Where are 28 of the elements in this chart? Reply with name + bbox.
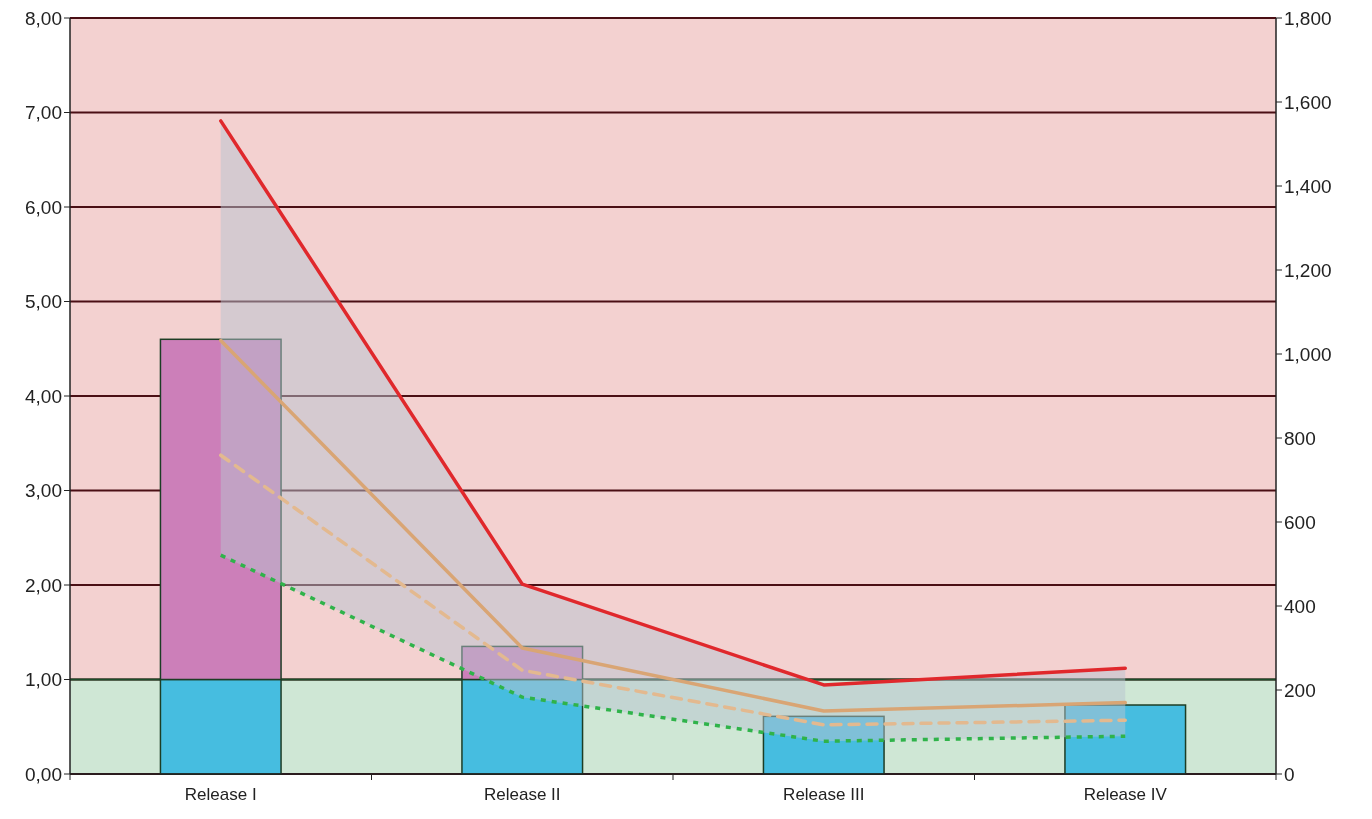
x-tick-label: Release II <box>483 785 561 804</box>
y2-tick-label: 1,400 <box>1284 175 1332 197</box>
y-tick-label: 1,00 <box>25 669 62 691</box>
line-series <box>219 553 1127 743</box>
y2-tick-label: 400 <box>1284 595 1316 617</box>
y-tick-label: 6,00 <box>25 196 62 218</box>
line-series <box>219 453 1127 727</box>
y2-tick-label: 0 <box>1284 763 1295 785</box>
y2-tick-label: 1,000 <box>1284 343 1332 365</box>
y2-tick-label: 800 <box>1284 427 1316 449</box>
y2-tick-label: 200 <box>1284 679 1316 701</box>
x-tick-label: Release I <box>184 785 257 804</box>
y-tick-label: 3,00 <box>25 480 62 502</box>
line-series <box>219 338 1127 713</box>
bar <box>1064 704 1187 775</box>
y-tick-label: 8,00 <box>25 7 62 29</box>
x-tick-label: Release III <box>783 785 865 804</box>
x-tick-label: Release IV <box>1083 785 1168 804</box>
y2-tick-label: 1,600 <box>1284 91 1332 113</box>
y-tick-label: 7,00 <box>25 102 62 124</box>
bar <box>762 715 885 775</box>
y-tick-label: 0,00 <box>25 763 62 785</box>
y-tick-label: 5,00 <box>25 291 62 313</box>
y2-tick-label: 600 <box>1284 511 1316 533</box>
y2-tick-label: 1,200 <box>1284 259 1332 281</box>
y-tick-label: 2,00 <box>25 574 62 596</box>
y-tick-label: 4,00 <box>25 385 62 407</box>
y2-tick-label: 1,800 <box>1284 7 1332 29</box>
